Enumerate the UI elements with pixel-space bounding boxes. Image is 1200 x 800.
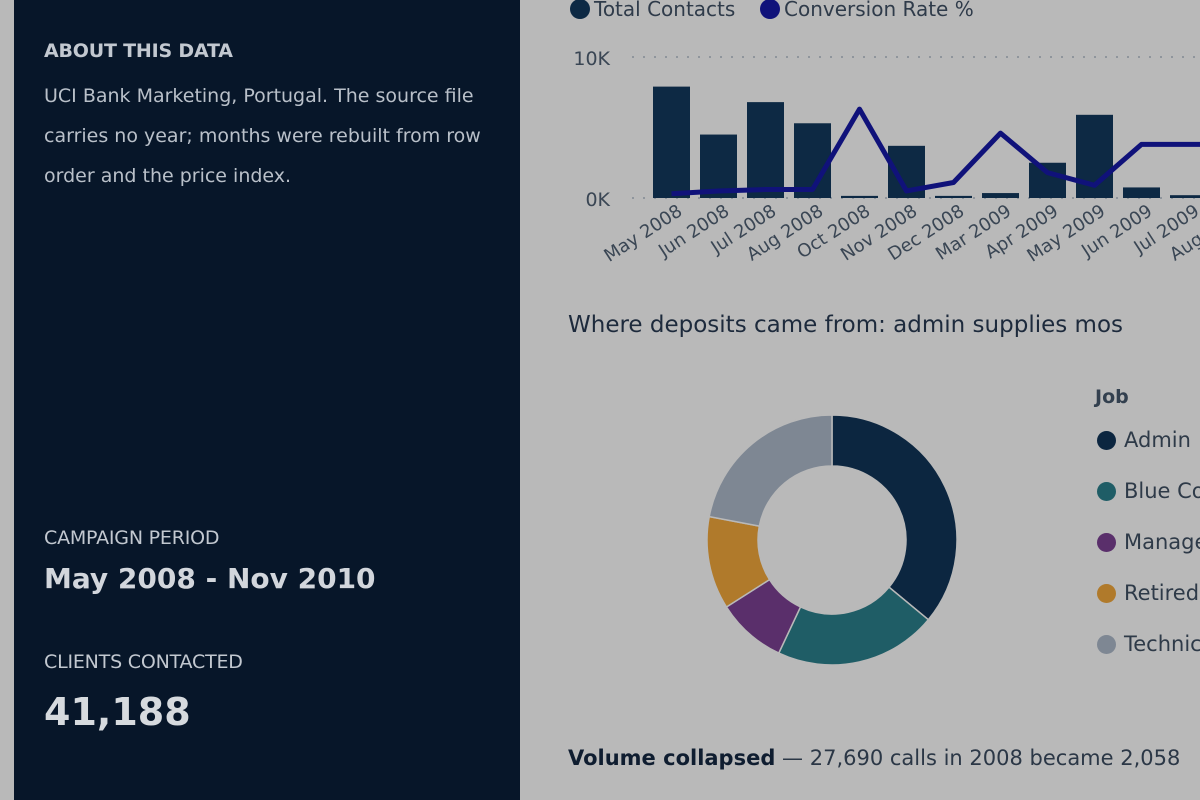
bar-2[interactable] xyxy=(747,102,784,198)
main-panel: Total Contacts Conversion Rate % 10K 0K Ma… xyxy=(520,0,1200,800)
y-tick-0k: 0K xyxy=(585,189,610,211)
legend-dot xyxy=(1097,481,1116,501)
info-sidebar: ABOUT THIS DATA UCI Bank Marketing, Port… xyxy=(14,0,520,800)
bar-4[interactable] xyxy=(841,195,878,198)
donut-legend-item[interactable]: Retired xyxy=(1097,578,1199,608)
legend-dot-1 xyxy=(760,0,780,19)
donut-legend-item[interactable]: Manage xyxy=(1097,527,1200,557)
legend-label-0: Total Contacts xyxy=(593,0,735,21)
donut-legend-title: Job xyxy=(1095,386,1129,408)
legend-dot-0 xyxy=(570,0,590,19)
donut-title: Where deposits came from: admin supplies… xyxy=(568,312,1123,338)
legend-label: Technic xyxy=(1124,632,1200,656)
summary-rest: — 27,690 calls in 2008 became 2,058 xyxy=(775,746,1181,770)
conversion-line[interactable] xyxy=(671,106,1200,197)
donut-slice-admin[interactable] xyxy=(831,414,958,621)
job-donut-chart[interactable] xyxy=(682,390,982,690)
legend-label: Retired xyxy=(1124,581,1200,605)
bar-1[interactable] xyxy=(700,134,737,198)
left-edge xyxy=(0,0,14,800)
donut-legend-item[interactable]: Blue Co xyxy=(1097,476,1200,506)
combo-line xyxy=(671,106,1200,197)
bar-11[interactable] xyxy=(1170,195,1200,198)
about-text: UCI Bank Marketing, Portugal. The source… xyxy=(44,85,481,187)
legend-label: Blue Co xyxy=(1124,479,1200,503)
campaign-period-value: May 2008 - Nov 2010 xyxy=(44,562,376,595)
y-tick-10k: 10K xyxy=(573,48,610,70)
contacts-conversion-chart[interactable]: Total Contacts Conversion Rate % 10K 0K Ma… xyxy=(520,0,1200,290)
bar-7[interactable] xyxy=(982,193,1019,198)
combo-legend: Total Contacts Conversion Rate % xyxy=(570,0,974,21)
bar-0[interactable] xyxy=(653,86,690,198)
donut-legend-item[interactable]: Admin xyxy=(1097,425,1191,455)
about-title: ABOUT THIS DATA xyxy=(44,40,233,62)
donut-slice-technic[interactable] xyxy=(708,414,833,528)
legend-label-1: Conversion Rate % xyxy=(784,0,974,21)
combo-bars xyxy=(653,86,1200,198)
legend-dot xyxy=(1097,430,1116,450)
campaign-period-label: CAMPAIGN PERIOD xyxy=(44,527,220,549)
summary-bold: Volume collapsed xyxy=(568,746,776,770)
bar-8[interactable] xyxy=(1029,162,1066,198)
legend-dot xyxy=(1097,532,1116,552)
legend-label: Admin xyxy=(1124,428,1191,452)
bar-6[interactable] xyxy=(935,195,972,198)
clients-contacted-value: 41,188 xyxy=(44,690,191,734)
clients-contacted-label: CLIENTS CONTACTED xyxy=(44,651,243,673)
legend-dot xyxy=(1097,583,1116,603)
legend-dot xyxy=(1097,634,1116,654)
bar-10[interactable] xyxy=(1123,187,1160,198)
legend-label: Manage xyxy=(1124,530,1200,554)
donut-legend-item[interactable]: Technic xyxy=(1097,629,1200,659)
summary-text: Volume collapsed — 27,690 calls in 2008 … xyxy=(568,746,1180,770)
